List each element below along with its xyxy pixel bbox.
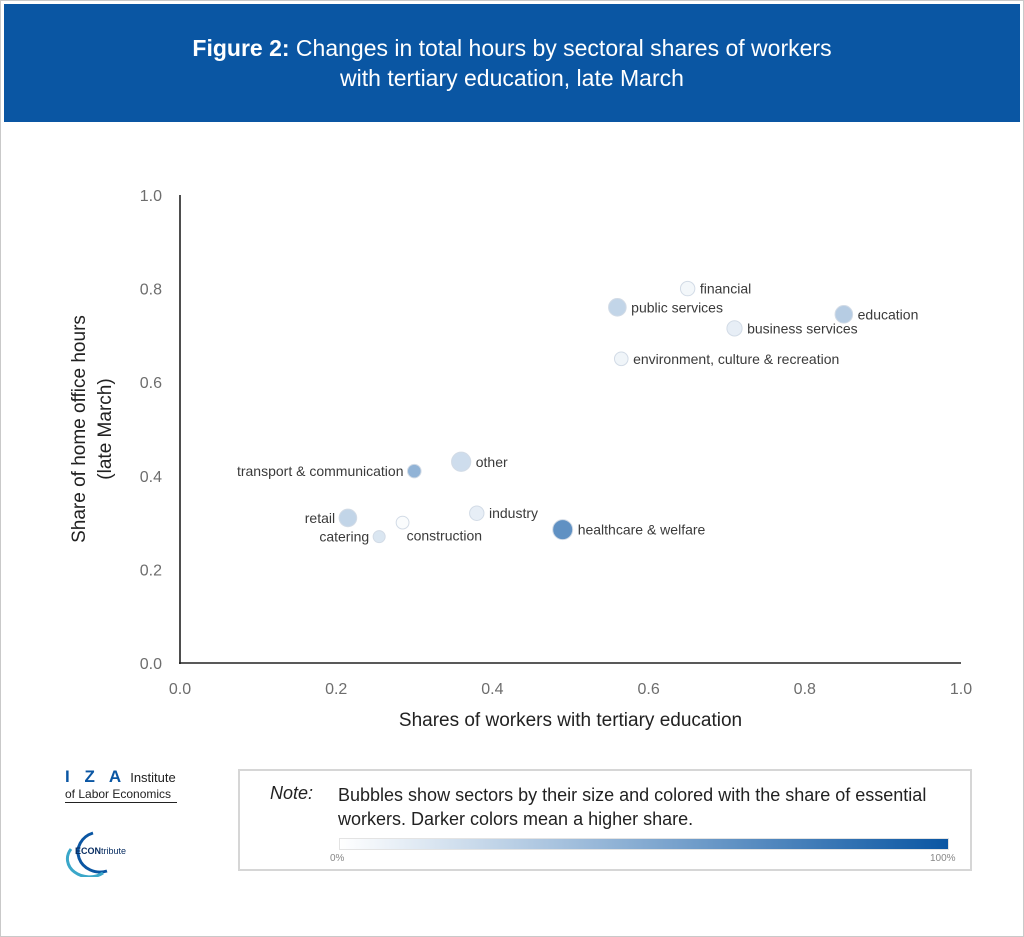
iza-logo-subtitle: of Labor Economics (65, 787, 177, 803)
color-scale-bar (339, 838, 949, 850)
y-tick-label: 0.0 (140, 656, 162, 673)
bubble-point (469, 505, 485, 521)
point-label: public services (631, 299, 723, 315)
bubble-point (552, 519, 574, 541)
figure-header: Figure 2: Changes in total hours by sect… (4, 4, 1020, 122)
figure-number: Figure 2: (192, 35, 290, 61)
figure-title-line1: Figure 2: Changes in total hours by sect… (192, 33, 831, 63)
y-axis-title-line2: (late March) (95, 378, 116, 479)
point-label: other (476, 454, 508, 470)
x-tick-label: 0.2 (325, 681, 347, 698)
point-label: healthcare & welfare (578, 522, 706, 538)
bubble-point (338, 508, 358, 528)
bubble-point (608, 298, 627, 317)
point-label: retail (305, 510, 335, 526)
bubble-point (726, 320, 743, 337)
bubble-point (613, 351, 629, 367)
point-label: financial (700, 281, 751, 297)
x-tick-label: 0.0 (169, 681, 191, 698)
econtribute-logo: ECONtribute (65, 831, 126, 877)
x-tick-label: 0.8 (794, 681, 816, 698)
note-text: Bubbles show sectors by their size and c… (338, 785, 927, 829)
bubble-point (834, 305, 854, 324)
y-tick-label: 0.2 (140, 562, 162, 579)
color-scale-max-label: 100% (930, 853, 956, 864)
y-tick-label: 0.8 (140, 282, 162, 299)
bubble-point (372, 530, 386, 544)
iza-logo-institute: Institute (130, 770, 176, 785)
x-axis-title: Shares of workers with tertiary educatio… (399, 710, 742, 731)
chart-ticks: 0.0 0.2 0.4 0.6 0.8 1.0 0.0 0.2 0.4 0.6 0.8 1.0 (140, 188, 972, 698)
iza-logo-letters: I Z A (65, 767, 127, 786)
figure-title-line2: with tertiary education, late March (340, 65, 684, 91)
figure-title-text: Changes in total hours by sectoral share… (289, 35, 832, 61)
econtribute-swoosh (76, 831, 108, 874)
color-scale-min-label: 0% (330, 853, 345, 864)
point-label: environment, culture & recreation (633, 351, 839, 367)
y-tick-label: 1.0 (140, 188, 162, 205)
chart-point-labels: financial public services educationbusines… (237, 281, 918, 545)
econtribute-swoosh-light (65, 848, 104, 877)
note-box: Note: Bubbles show sectors by their size… (238, 769, 972, 871)
iza-logo: I Z A Institute of Labor Economics (65, 767, 177, 803)
chart-bubbles (338, 280, 854, 544)
scatter-chart: 0.0 0.2 0.4 0.6 0.8 1.0 0.0 0.2 0.4 0.6 0.8 1.0 fin… (69, 188, 972, 731)
y-axis-title-line1: Share of home office hours (69, 315, 90, 543)
point-label: construction (407, 528, 482, 544)
point-label: transport & communication (237, 463, 404, 479)
chart-axes (179, 195, 961, 664)
point-label: education (858, 306, 919, 322)
bubble-point (395, 515, 410, 530)
x-tick-label: 0.6 (637, 681, 659, 698)
x-tick-label: 0.4 (481, 681, 503, 698)
point-label: business services (747, 320, 858, 336)
x-tick-label: 1.0 (950, 681, 972, 698)
bubble-point (407, 463, 422, 479)
point-label: catering (319, 529, 369, 545)
bubble-point (451, 451, 472, 472)
y-tick-label: 0.6 (140, 375, 162, 392)
point-label: industry (489, 505, 538, 521)
econtribute-logo-text: ECONtribute (75, 846, 126, 856)
bubble-point (679, 280, 696, 297)
note-label: Note: (270, 783, 314, 803)
y-tick-label: 0.4 (140, 469, 162, 486)
